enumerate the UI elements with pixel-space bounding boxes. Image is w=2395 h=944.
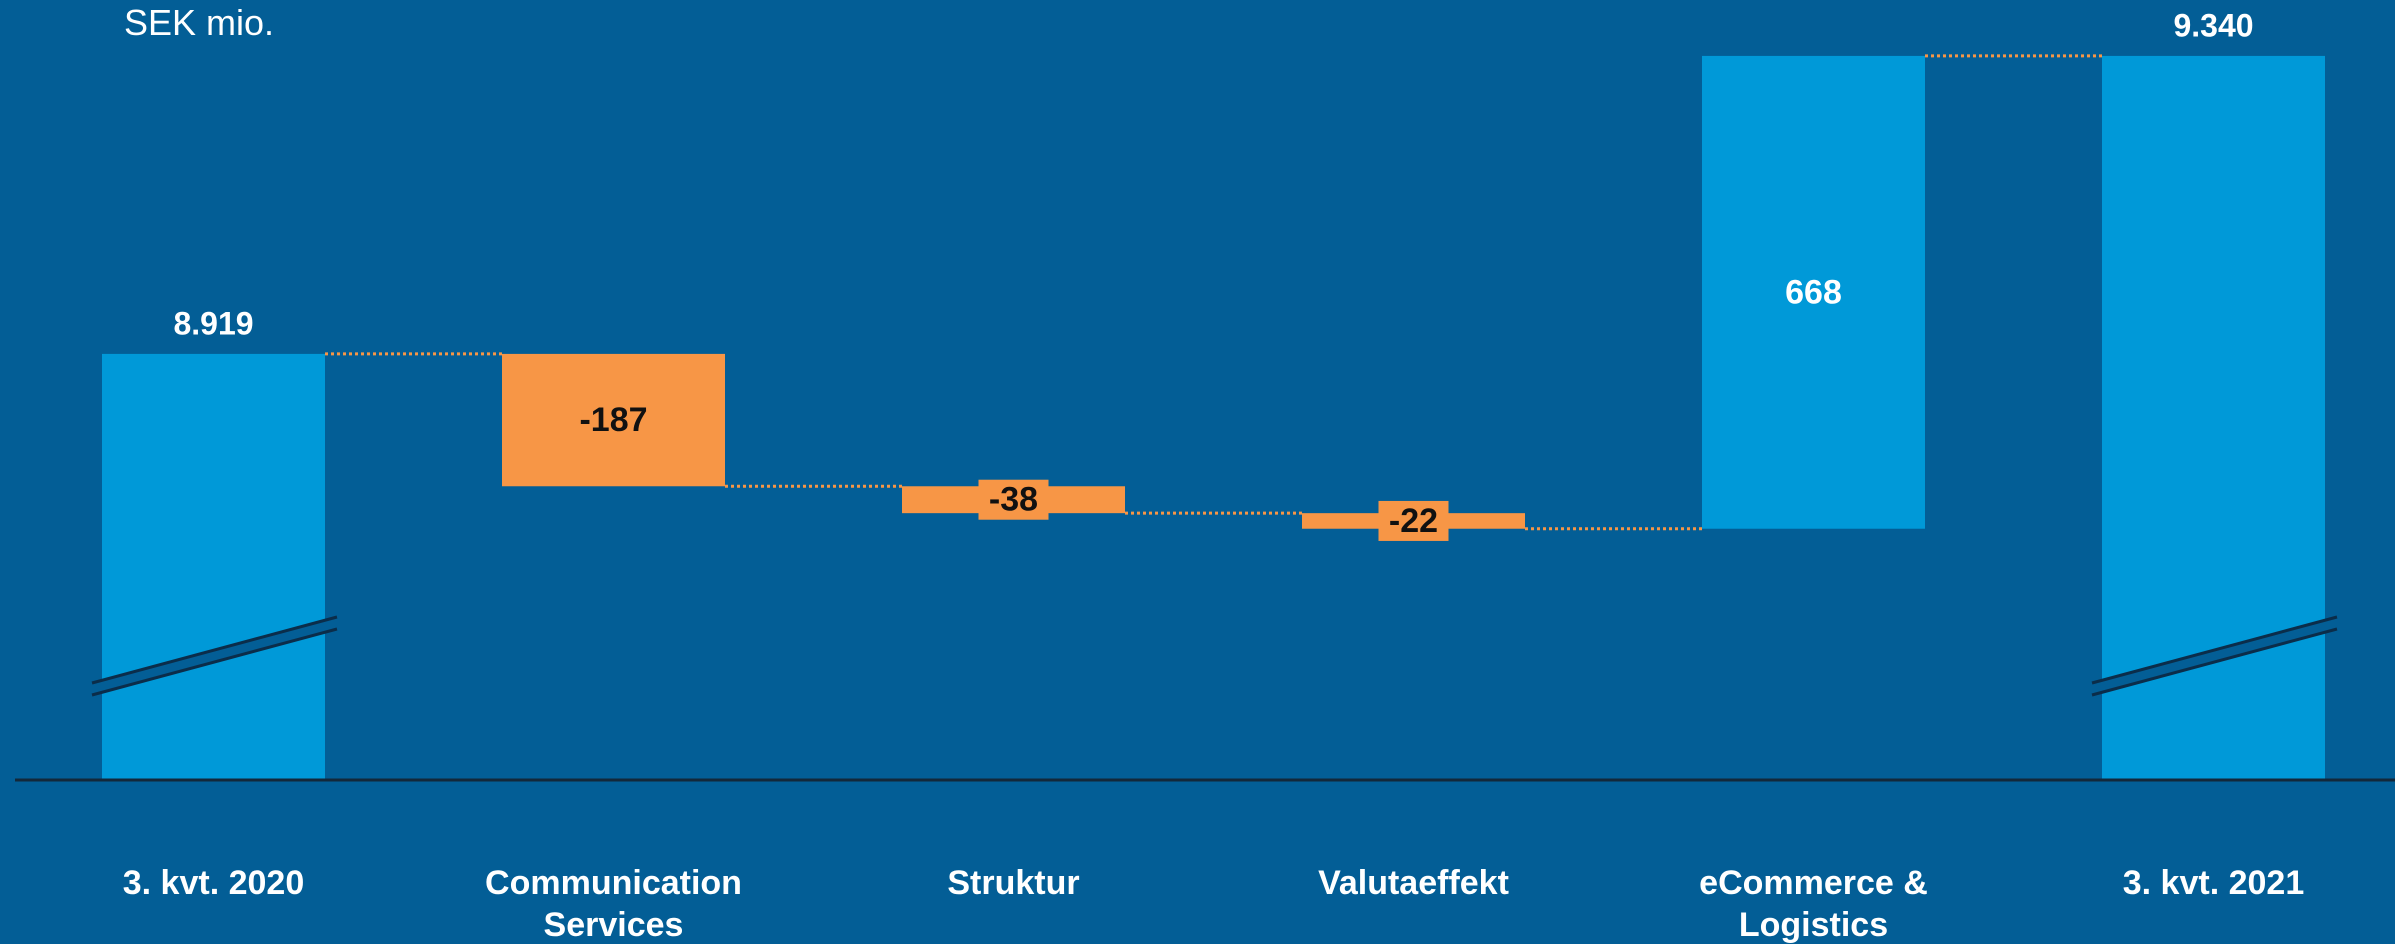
axis-break-line [91,627,338,697]
value-label: 8.919 [173,305,253,341]
x-tick-label: Valutaeffekt [1318,864,1509,902]
x-tick-label: Communication Services [485,864,742,944]
value-label: 9.340 [2173,7,2253,43]
bar [1702,55,1925,529]
x-tick-label: 3. kvt. 2020 [122,864,305,902]
bar [502,353,725,487]
axis-break-line [2091,627,2338,697]
bar [102,353,325,780]
x-tick-label: 3. kvt. 2021 [2122,864,2305,902]
value-label: -38 [989,481,1038,519]
value-label-bg [978,479,1049,520]
axis-break [2092,617,2337,695]
axis-break-line [91,615,338,685]
x-tick-label: Struktur [947,864,1080,902]
value-label-bg [1378,500,1449,541]
axis-break [92,617,337,695]
value-label: 668 [1785,273,1842,311]
axis-break-line [2091,615,2338,685]
value-label: -187 [579,401,647,439]
value-label: -22 [1389,502,1438,540]
x-tick-label: eCommerce & Logistics [1699,864,1928,944]
unit-label: SEK mio. [124,2,275,43]
